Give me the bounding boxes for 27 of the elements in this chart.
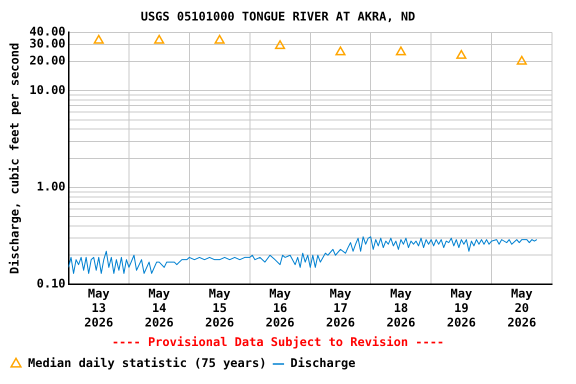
x-tick-label: May 13 2026	[84, 286, 114, 330]
y-tick-label: 30.00	[29, 36, 66, 51]
legend-label: Median daily statistic (75 years)	[28, 356, 266, 370]
x-tick-label: May 17 2026	[326, 286, 355, 330]
point	[154, 34, 164, 44]
point	[274, 40, 286, 50]
chart-title: USGS 05101000 TONGUE RIVER AT AKRA, ND	[140, 9, 416, 24]
y-axis-title: Discharge, cubic feet per second	[7, 42, 22, 274]
y-tick-label: 10.00	[29, 82, 66, 97]
point	[516, 56, 527, 65]
point	[456, 50, 466, 59]
x-tick-label: May 18 2026	[386, 286, 416, 330]
y-tick-label: 20.00	[29, 54, 66, 68]
y-tick-label: 40.00	[29, 24, 66, 39]
x-tick-label: May 14 2026	[144, 286, 174, 330]
x-tick-label: May 16 2026	[266, 286, 294, 330]
point	[335, 46, 346, 56]
point	[94, 34, 104, 44]
x-tick-label: May 19 2026	[446, 286, 476, 330]
y-tick-label: 1.00	[36, 180, 66, 194]
point	[214, 34, 225, 44]
x-tick-label: May 20 2026	[507, 286, 536, 330]
y-tick-label: 0.10	[36, 276, 66, 291]
point	[396, 46, 406, 56]
text: ---- Provisional Data Subject to Revision ----	[112, 334, 444, 349]
legend-label: Discharge	[290, 356, 356, 370]
x-tick-label: May 15 2026	[205, 286, 234, 330]
